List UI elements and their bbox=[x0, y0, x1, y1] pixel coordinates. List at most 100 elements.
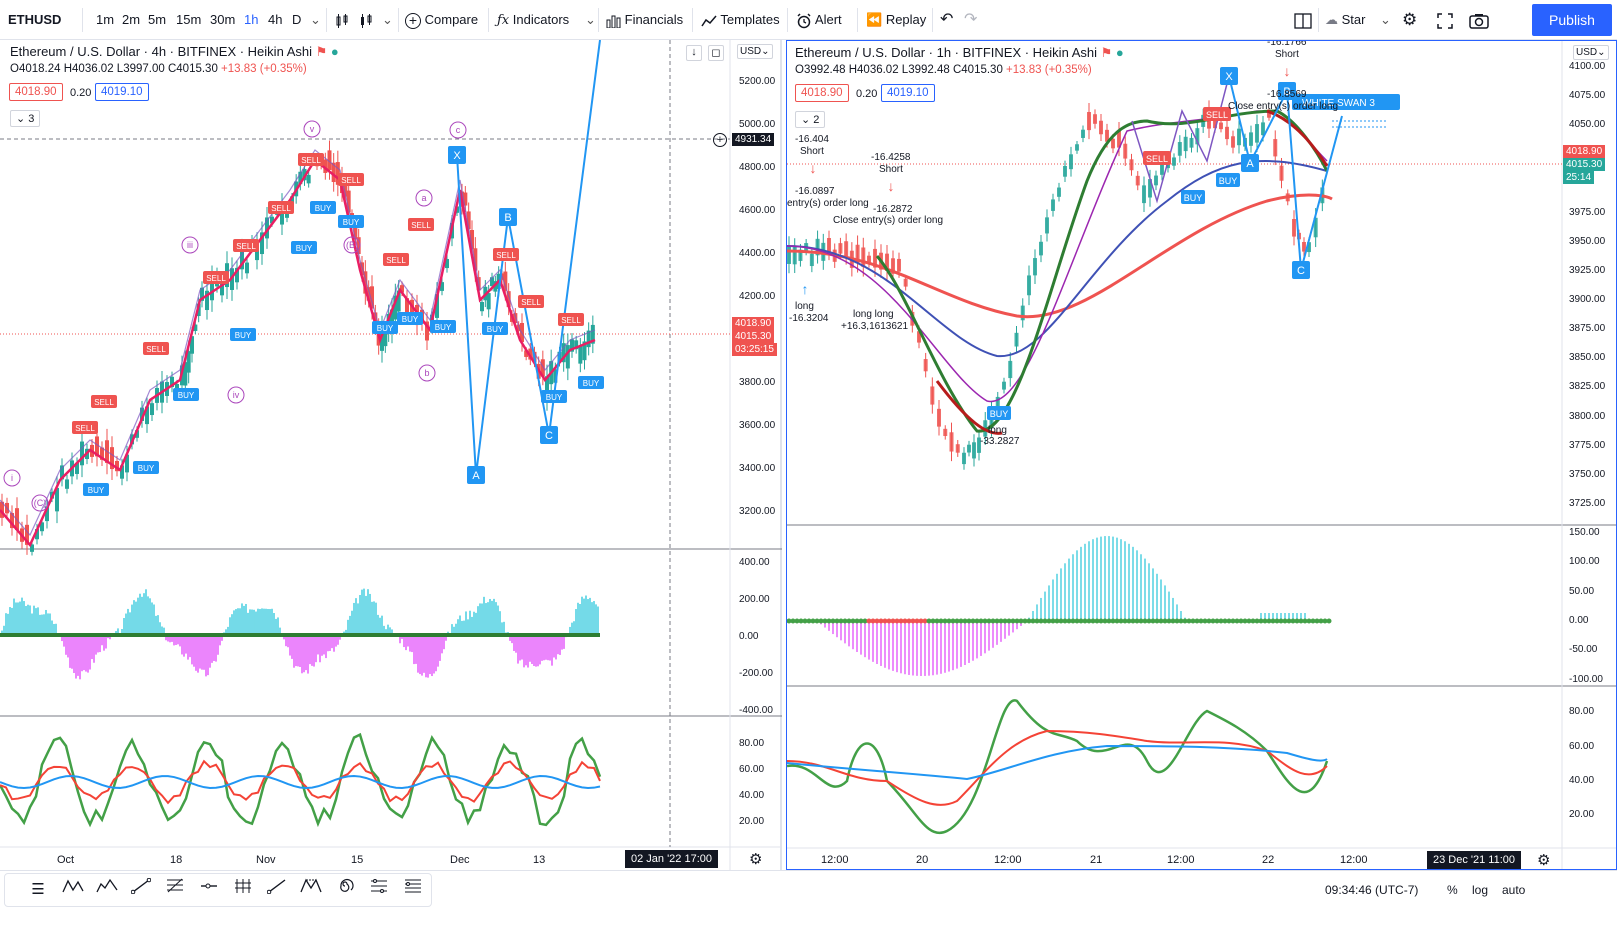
currency-select[interactable]: USD⌄ bbox=[1573, 45, 1609, 60]
layout-icon[interactable] bbox=[1294, 6, 1312, 34]
layout-dropdown-icon[interactable]: ⌄ bbox=[1380, 12, 1391, 27]
auto-toggle[interactable]: auto bbox=[1502, 883, 1526, 897]
candle bbox=[903, 278, 908, 287]
interval-1m[interactable]: 1m bbox=[96, 12, 115, 27]
gear-icon[interactable]: ⚙ bbox=[1537, 852, 1551, 869]
candle bbox=[574, 340, 579, 350]
interval-4h[interactable]: 4h bbox=[268, 12, 283, 27]
alert-button[interactable]: Alert bbox=[796, 6, 842, 34]
candle bbox=[809, 253, 814, 267]
trade-annotation: entry(s) order long bbox=[787, 198, 869, 209]
maximize-icon[interactable]: ◻ bbox=[708, 45, 724, 61]
candle bbox=[335, 162, 340, 185]
fib-channel-icon[interactable] bbox=[400, 877, 426, 903]
menu-lines-icon[interactable]: ☰ bbox=[31, 881, 45, 898]
price-axis-label: 3800.00 bbox=[1569, 411, 1606, 422]
xabcd-pattern-icon[interactable] bbox=[298, 877, 324, 903]
right-buy-price-button[interactable]: 4019.10 bbox=[881, 84, 935, 102]
left-buy-price-button[interactable]: 4019.10 bbox=[95, 83, 149, 101]
sell-signal-badge bbox=[408, 218, 434, 231]
trend-line-icon[interactable] bbox=[128, 877, 154, 903]
publish-button[interactable]: Publish bbox=[1532, 4, 1612, 36]
long-position-icon[interactable] bbox=[230, 877, 256, 903]
close-price-tag: 4015.30 bbox=[732, 330, 775, 343]
price-axis-label: 4400.00 bbox=[739, 248, 776, 259]
slow-moving-average-line bbox=[787, 193, 1333, 319]
indicators-dropdown-icon[interactable]: ⌄ bbox=[585, 12, 596, 27]
left-chart-pane[interactable]: X A B C SELL SELL SELL SELL SELL SELL SELL SELL SELL… bbox=[0, 40, 782, 870]
macd-signal-dot bbox=[1110, 618, 1116, 624]
left-indicator-toggle[interactable]: ⌄ 3 bbox=[10, 110, 41, 127]
left-chart-canvas[interactable]: X A B C SELL SELL SELL SELL SELL SELL SELL SELL SELL… bbox=[0, 40, 782, 870]
interval-5m[interactable]: 5m bbox=[148, 12, 167, 27]
percent-toggle[interactable]: % bbox=[1447, 883, 1458, 897]
price-axis-label: 4100.00 bbox=[1569, 61, 1606, 72]
symbol-search[interactable]: ETHUSD bbox=[8, 12, 62, 27]
price-axis-label: 3775.00 bbox=[1569, 440, 1606, 451]
wave-label-circle bbox=[181, 236, 199, 254]
regression-channel-icon[interactable] bbox=[366, 877, 392, 903]
camera-icon[interactable] bbox=[1469, 6, 1489, 34]
right-chart-pane[interactable]: X A B C WHITE SWAN 3 SELL SELL BUY BUY BUY -16.404… bbox=[786, 40, 1617, 870]
candle bbox=[1148, 179, 1152, 198]
chart-type-dropdown-icon[interactable]: ⌄ bbox=[382, 12, 393, 27]
financials-button[interactable]: Financials bbox=[606, 6, 683, 34]
interval-2m[interactable]: 2m bbox=[122, 12, 141, 27]
macd-signal-dot bbox=[874, 618, 880, 624]
templates-button[interactable]: Templates bbox=[701, 6, 780, 34]
right-indicator-toggle[interactable]: ⌄ 2 bbox=[795, 111, 826, 128]
layout-save-button[interactable]: ☁ Star bbox=[1325, 6, 1365, 34]
bar-style-icon[interactable] bbox=[334, 6, 350, 34]
indicators-button[interactable]: ƒx Indicators bbox=[497, 6, 569, 34]
trend-ribbon-line bbox=[935, 380, 1003, 435]
candle bbox=[110, 447, 114, 470]
fib-spiral-icon[interactable] bbox=[332, 877, 358, 903]
candle bbox=[1189, 137, 1194, 148]
candle-style-icon[interactable] bbox=[358, 6, 374, 34]
interval-1h[interactable]: 1h bbox=[244, 12, 259, 27]
log-toggle[interactable]: log bbox=[1472, 883, 1489, 897]
macd-signal-dot bbox=[1058, 618, 1064, 624]
trade-annotation: Close entry(s) order long bbox=[833, 215, 943, 226]
time-axis-label: 12:00 bbox=[994, 854, 1022, 866]
candle bbox=[1307, 242, 1311, 253]
fullscreen-icon[interactable] bbox=[1437, 6, 1453, 34]
left-sell-price-button[interactable]: 4018.90 bbox=[9, 83, 63, 101]
elliott-wave-icon[interactable] bbox=[94, 877, 120, 903]
sell-signal-label: SELL bbox=[411, 221, 431, 230]
buy-signal-badge bbox=[173, 388, 199, 401]
compare-button[interactable]: + Compare bbox=[405, 6, 478, 34]
undo-icon[interactable]: ↶ bbox=[940, 11, 954, 28]
macd-signal-dot bbox=[1166, 618, 1172, 624]
interval-15m[interactable]: 15m bbox=[176, 12, 202, 27]
macd-signal-dot bbox=[922, 618, 928, 624]
interval-30m[interactable]: 30m bbox=[210, 12, 236, 27]
right-chart-title: Ethereum / U.S. Dollar · 1h · BITFINEX ·… bbox=[795, 45, 1124, 60]
ray-line-icon[interactable] bbox=[264, 877, 290, 903]
buy-signal-badge bbox=[397, 312, 423, 325]
gear-icon[interactable]: ⚙ bbox=[749, 851, 763, 868]
right-sell-price-button[interactable]: 4018.90 bbox=[795, 84, 849, 102]
interval-dropdown-icon[interactable]: ⌄ bbox=[310, 12, 321, 27]
candle bbox=[331, 162, 336, 183]
buy-signal-label: BUY bbox=[178, 391, 195, 400]
redo-icon[interactable]: ↷ bbox=[964, 11, 978, 28]
currency-select[interactable]: USD⌄ bbox=[737, 44, 773, 59]
arrow-down-icon[interactable]: ↓ bbox=[686, 45, 702, 61]
interval-d[interactable]: D bbox=[292, 12, 302, 27]
macd-signal-dot bbox=[902, 618, 908, 624]
fib-retracement-icon[interactable] bbox=[162, 877, 188, 903]
candle bbox=[40, 522, 44, 532]
right-chart-canvas[interactable]: X A B C WHITE SWAN 3 SELL SELL BUY BUY BUY -16.404… bbox=[787, 41, 1616, 869]
add-alert-icon[interactable]: + bbox=[713, 133, 727, 147]
macd-signal-dot bbox=[787, 618, 792, 624]
abcd-pattern-icon[interactable] bbox=[60, 877, 86, 903]
candle bbox=[1057, 187, 1061, 197]
chevron-down-icon: ⌄ bbox=[16, 113, 26, 125]
buy-signal-badge bbox=[291, 241, 317, 254]
gear-icon[interactable]: ⚙ bbox=[1402, 10, 1418, 29]
rsi-fast-line bbox=[787, 699, 1329, 835]
horizontal-ray-icon[interactable] bbox=[196, 877, 222, 903]
macd-signal-dot bbox=[1230, 618, 1236, 624]
replay-button[interactable]: ⏪ Replay bbox=[866, 6, 926, 34]
